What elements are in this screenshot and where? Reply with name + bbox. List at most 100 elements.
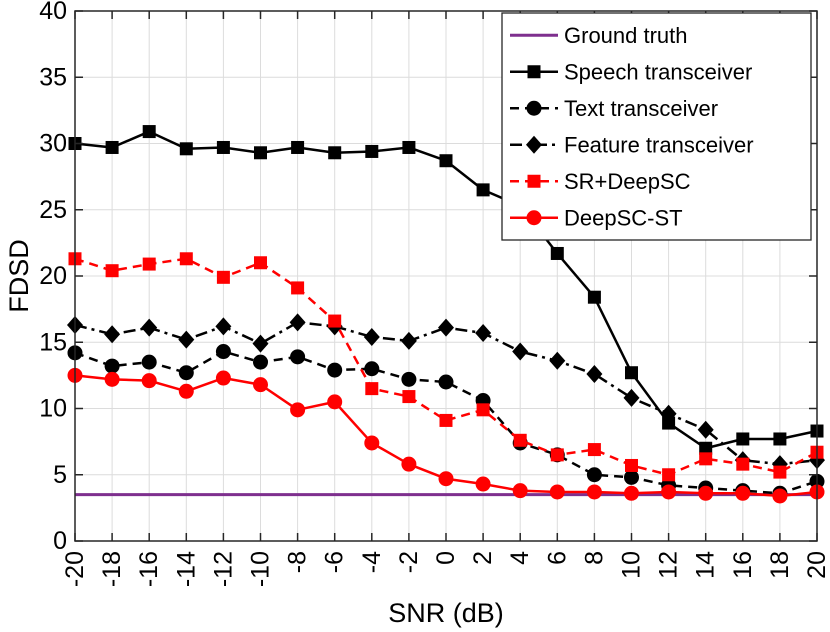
- x-tick-label: 18: [766, 551, 794, 579]
- data-point-deepsc-st: [178, 383, 194, 399]
- data-point-speech-transceiver: [699, 441, 713, 455]
- data-point-deepsc-st: [735, 485, 751, 501]
- data-point-feature-transceiver: [363, 327, 380, 346]
- x-tick-label: 16: [729, 551, 757, 579]
- data-point-deepsc-st: [327, 394, 343, 410]
- legend-item-deepsc-st: DeepSC-ST: [510, 205, 683, 230]
- data-point-feature-transceiver: [141, 318, 158, 337]
- data-point-text-transceiver: [215, 344, 231, 360]
- legend-label: Ground truth: [564, 23, 688, 48]
- y-tick-label: 35: [39, 63, 67, 91]
- data-point-deepsc-st: [772, 488, 788, 504]
- data-point-sr-deepsc: [328, 314, 342, 328]
- data-point-deepsc-st: [698, 485, 714, 501]
- data-point-sr-deepsc: [476, 403, 490, 417]
- x-tick-label: 2: [469, 551, 497, 565]
- data-point-sr-deepsc: [550, 448, 564, 462]
- data-point-feature-transceiver: [475, 323, 492, 342]
- x-tick-label: -2: [395, 551, 423, 573]
- series-layer: [67, 125, 825, 504]
- y-axis-title: FDSD: [4, 239, 34, 313]
- x-axis-title: SNR (dB): [388, 598, 504, 628]
- legend-item-ground-truth: Ground truth: [510, 23, 688, 48]
- data-point-text-transceiver: [438, 374, 454, 390]
- data-point-deepsc-st: [661, 484, 677, 500]
- data-point-text-transceiver: [141, 354, 157, 370]
- x-tick-label: -12: [209, 551, 237, 587]
- data-point-feature-transceiver: [289, 313, 306, 332]
- data-point-feature-transceiver: [660, 404, 677, 423]
- data-point-feature-transceiver: [215, 317, 232, 336]
- data-point-sr-deepsc: [439, 413, 453, 427]
- data-point-sr-deepsc: [625, 458, 638, 472]
- legend: Ground truth Speech transceiver Text trans…: [501, 12, 812, 241]
- y-tick-label: 5: [53, 461, 67, 489]
- y-tick-label: 10: [39, 395, 67, 423]
- data-point-text-transceiver: [290, 349, 306, 365]
- data-point-sr-deepsc: [513, 433, 527, 447]
- data-point-speech-transceiver: [439, 154, 453, 168]
- data-point-deepsc-st: [290, 402, 306, 418]
- data-point-deepsc-st: [438, 471, 454, 487]
- x-tick-label: 0: [432, 551, 460, 565]
- data-point-speech-transceiver: [365, 144, 379, 158]
- data-point-sr-deepsc: [105, 264, 119, 278]
- data-point-speech-transceiver: [142, 125, 156, 139]
- legend-label: Feature transceiver: [564, 132, 754, 157]
- data-point-feature-transceiver: [586, 365, 603, 384]
- legend-marker: [526, 135, 542, 154]
- data-point-speech-transceiver: [291, 140, 305, 154]
- legend-label: Text transceiver: [564, 96, 718, 121]
- data-point-sr-deepsc: [736, 457, 750, 471]
- data-point-speech-transceiver: [587, 290, 601, 304]
- data-point-sr-deepsc: [662, 468, 676, 482]
- data-point-speech-transceiver: [476, 183, 490, 197]
- x-tick-label: -4: [358, 551, 386, 573]
- data-point-speech-transceiver: [773, 432, 787, 446]
- y-tick-label: 40: [39, 0, 67, 25]
- data-point-feature-transceiver: [697, 420, 714, 439]
- data-point-feature-transceiver: [549, 351, 566, 370]
- data-point-deepsc-st: [253, 377, 268, 393]
- x-tick-label: -14: [172, 551, 200, 587]
- data-point-speech-transceiver: [550, 246, 564, 260]
- x-tick-label: -16: [135, 551, 163, 587]
- x-tick-label: 12: [655, 551, 683, 579]
- data-point-deepsc-st: [549, 484, 565, 500]
- legend-label: Speech transceiver: [564, 59, 752, 84]
- data-point-text-transceiver: [327, 362, 343, 378]
- data-point-feature-transceiver: [438, 318, 454, 337]
- data-point-deepsc-st: [401, 456, 417, 472]
- x-tick-label: 8: [580, 551, 608, 565]
- data-point-sr-deepsc: [402, 390, 416, 404]
- legend-item-feature-transceiver: Feature transceiver: [510, 132, 754, 157]
- x-tick-label: -6: [321, 551, 349, 573]
- tick-labels: -20 -18 -16 -14 -12 -10 -8 -6 -4 -2 0 2 4 6 8 10 12 14 16 1…: [39, 0, 830, 587]
- data-point-deepsc-st: [104, 371, 120, 387]
- legend-item-sr-deepsc: SR+DeepSC: [510, 169, 691, 194]
- x-tick-label: 6: [543, 551, 571, 565]
- x-tick-label: 14: [692, 551, 720, 579]
- x-tick-label: 4: [506, 551, 534, 565]
- series-sr-deepsc: [68, 252, 824, 482]
- legend-marker: [527, 174, 541, 188]
- data-point-text-transceiver: [624, 469, 639, 485]
- x-tick-label: -8: [284, 551, 312, 573]
- data-point-sr-deepsc: [587, 443, 601, 457]
- legend-label: DeepSC-ST: [564, 205, 683, 230]
- data-point-feature-transceiver: [104, 325, 121, 344]
- data-point-deepsc-st: [624, 485, 639, 501]
- data-point-speech-transceiver: [254, 146, 267, 160]
- data-point-speech-transceiver: [625, 366, 638, 380]
- data-point-deepsc-st: [141, 373, 157, 389]
- data-point-speech-transceiver: [662, 416, 676, 430]
- data-point-text-transceiver: [586, 467, 602, 483]
- data-point-feature-transceiver: [512, 342, 529, 361]
- series-line-sr-deepsc: [74, 257, 818, 476]
- data-point-deepsc-st: [215, 370, 231, 386]
- legend-item-speech-transceiver: Speech transceiver: [510, 59, 752, 84]
- series-speech-transceiver: [68, 125, 824, 455]
- x-tick-label: -10: [247, 551, 275, 587]
- data-point-sr-deepsc: [216, 270, 230, 284]
